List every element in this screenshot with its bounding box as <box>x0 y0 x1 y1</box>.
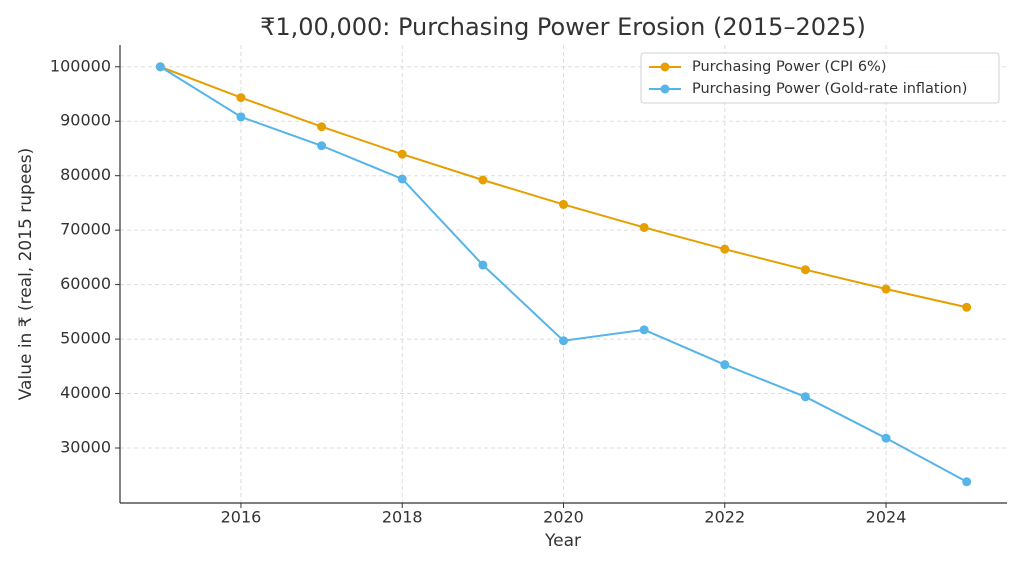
x-tick-label: 2022 <box>704 508 745 527</box>
legend-marker <box>660 84 670 94</box>
x-tick-label: 2020 <box>543 508 584 527</box>
data-point <box>800 265 810 275</box>
data-point <box>881 284 891 294</box>
legend-label: Purchasing Power (CPI 6%) <box>692 59 886 75</box>
data-point <box>962 477 972 487</box>
y-axis-label: Value in ₹ (real, 2015 rupees) <box>16 148 36 401</box>
x-tick-label: 2016 <box>221 508 262 527</box>
data-point <box>559 336 568 346</box>
y-tick-label: 100000 <box>50 56 111 75</box>
data-point <box>639 325 649 335</box>
data-point <box>800 392 810 402</box>
y-tick-label: 30000 <box>60 437 111 456</box>
data-point <box>155 62 165 72</box>
data-point <box>397 174 407 184</box>
grid <box>120 45 1007 503</box>
legend-box <box>640 52 1000 104</box>
data-point <box>881 433 891 443</box>
data-point <box>720 360 730 370</box>
data-point <box>962 302 972 312</box>
data-point <box>478 175 488 185</box>
chart-title: ₹1,00,000: Purchasing Power Erosion (201… <box>260 13 866 41</box>
y-tick-label: 90000 <box>60 111 111 130</box>
data-point <box>397 149 407 159</box>
x-tick-label: 2024 <box>866 508 907 527</box>
legend: Purchasing Power (CPI 6%) Purchasing Powe… <box>640 52 1000 104</box>
data-point <box>317 141 327 151</box>
y-tick-label: 60000 <box>60 274 111 293</box>
data-point <box>720 244 730 254</box>
data-point <box>236 112 246 122</box>
legend-label: Purchasing Power (Gold-rate inflation) <box>692 81 967 97</box>
y-tick-label: 40000 <box>60 383 111 402</box>
data-point <box>317 122 327 132</box>
y-tick-label: 70000 <box>60 220 111 239</box>
legend-marker <box>660 62 670 72</box>
x-axis-label: Year <box>544 531 581 551</box>
data-point <box>236 93 246 103</box>
x-tick-label: 2018 <box>382 508 423 527</box>
data-point <box>478 260 488 270</box>
y-tick-label: 50000 <box>60 329 111 348</box>
y-tick-label: 80000 <box>60 165 111 184</box>
data-point <box>559 199 568 209</box>
data-point <box>639 222 649 232</box>
